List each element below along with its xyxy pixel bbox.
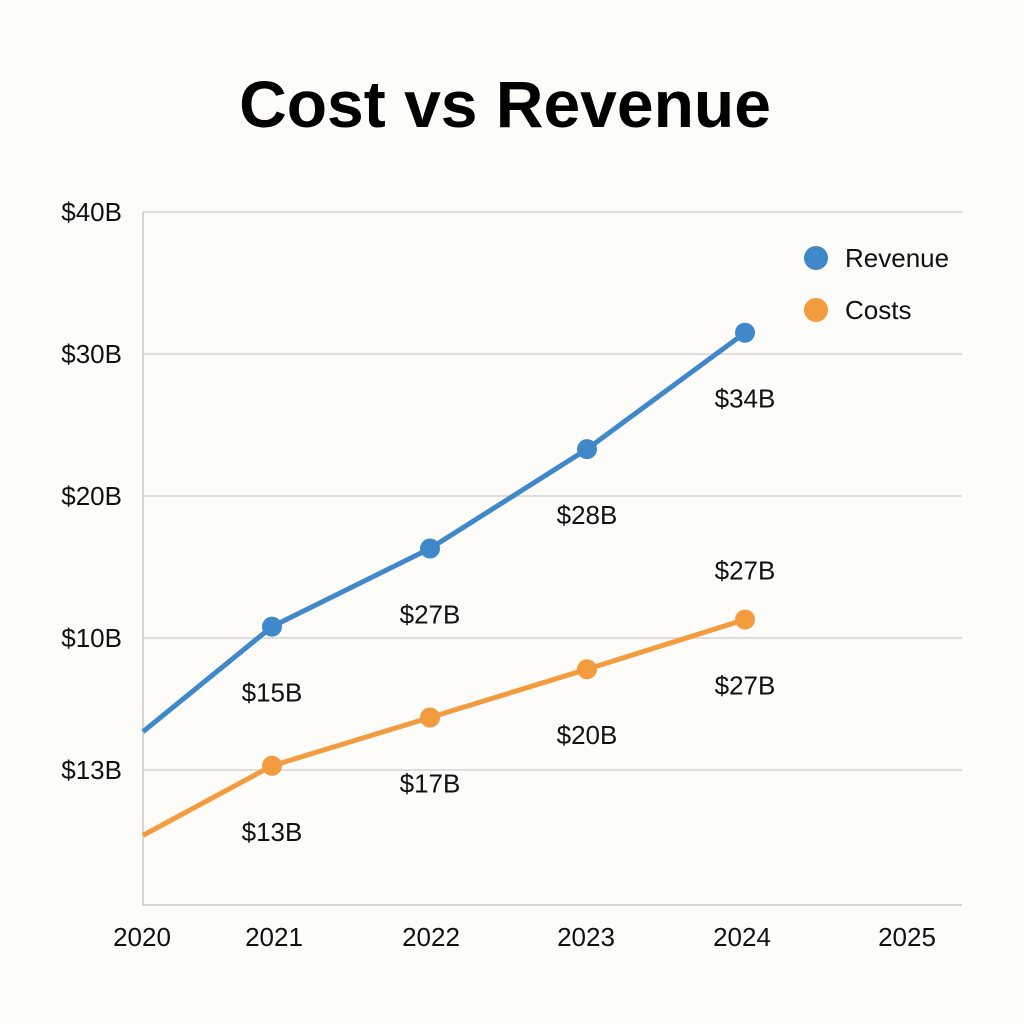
y-tick-label: $20B [61,481,122,511]
series-line-costs [141,617,746,838]
data-label: $15B [242,678,303,708]
data-point [735,322,755,343]
legend-label: Revenue [845,243,949,273]
y-tick-label: $40B [61,197,122,227]
x-tick-label: 2022 [402,922,460,952]
y-tick-label: $13B [61,755,122,785]
data-point [577,659,597,680]
legend-marker [804,298,828,322]
data-point [262,616,282,637]
x-tick-label: 2025 [878,922,936,952]
x-tick-label: 2024 [713,922,771,952]
data-label: $28B [557,500,618,530]
data-label: $27B [400,600,461,630]
series-line-revenue [141,330,747,734]
data-label: $27B [715,556,776,586]
y-tick-label: $10B [61,623,122,653]
x-tick-label: 2021 [245,922,303,952]
data-label: $13B [242,817,303,847]
x-tick-label: 2020 [113,922,171,952]
y-tick-label: $30B [61,339,122,369]
data-point [735,609,755,630]
data-label: $34B [715,384,776,414]
legend-label: Costs [845,295,911,325]
data-point [420,538,440,559]
data-label: $17B [400,769,461,799]
legend-marker [804,246,828,270]
data-label: $20B [557,720,618,750]
x-tick-label: 2023 [557,922,615,952]
data-point [420,707,440,728]
data-point [577,439,597,460]
chart-title: Cost vs Revenue [239,67,771,141]
data-label: $27B [715,671,776,701]
data-point [262,755,282,776]
